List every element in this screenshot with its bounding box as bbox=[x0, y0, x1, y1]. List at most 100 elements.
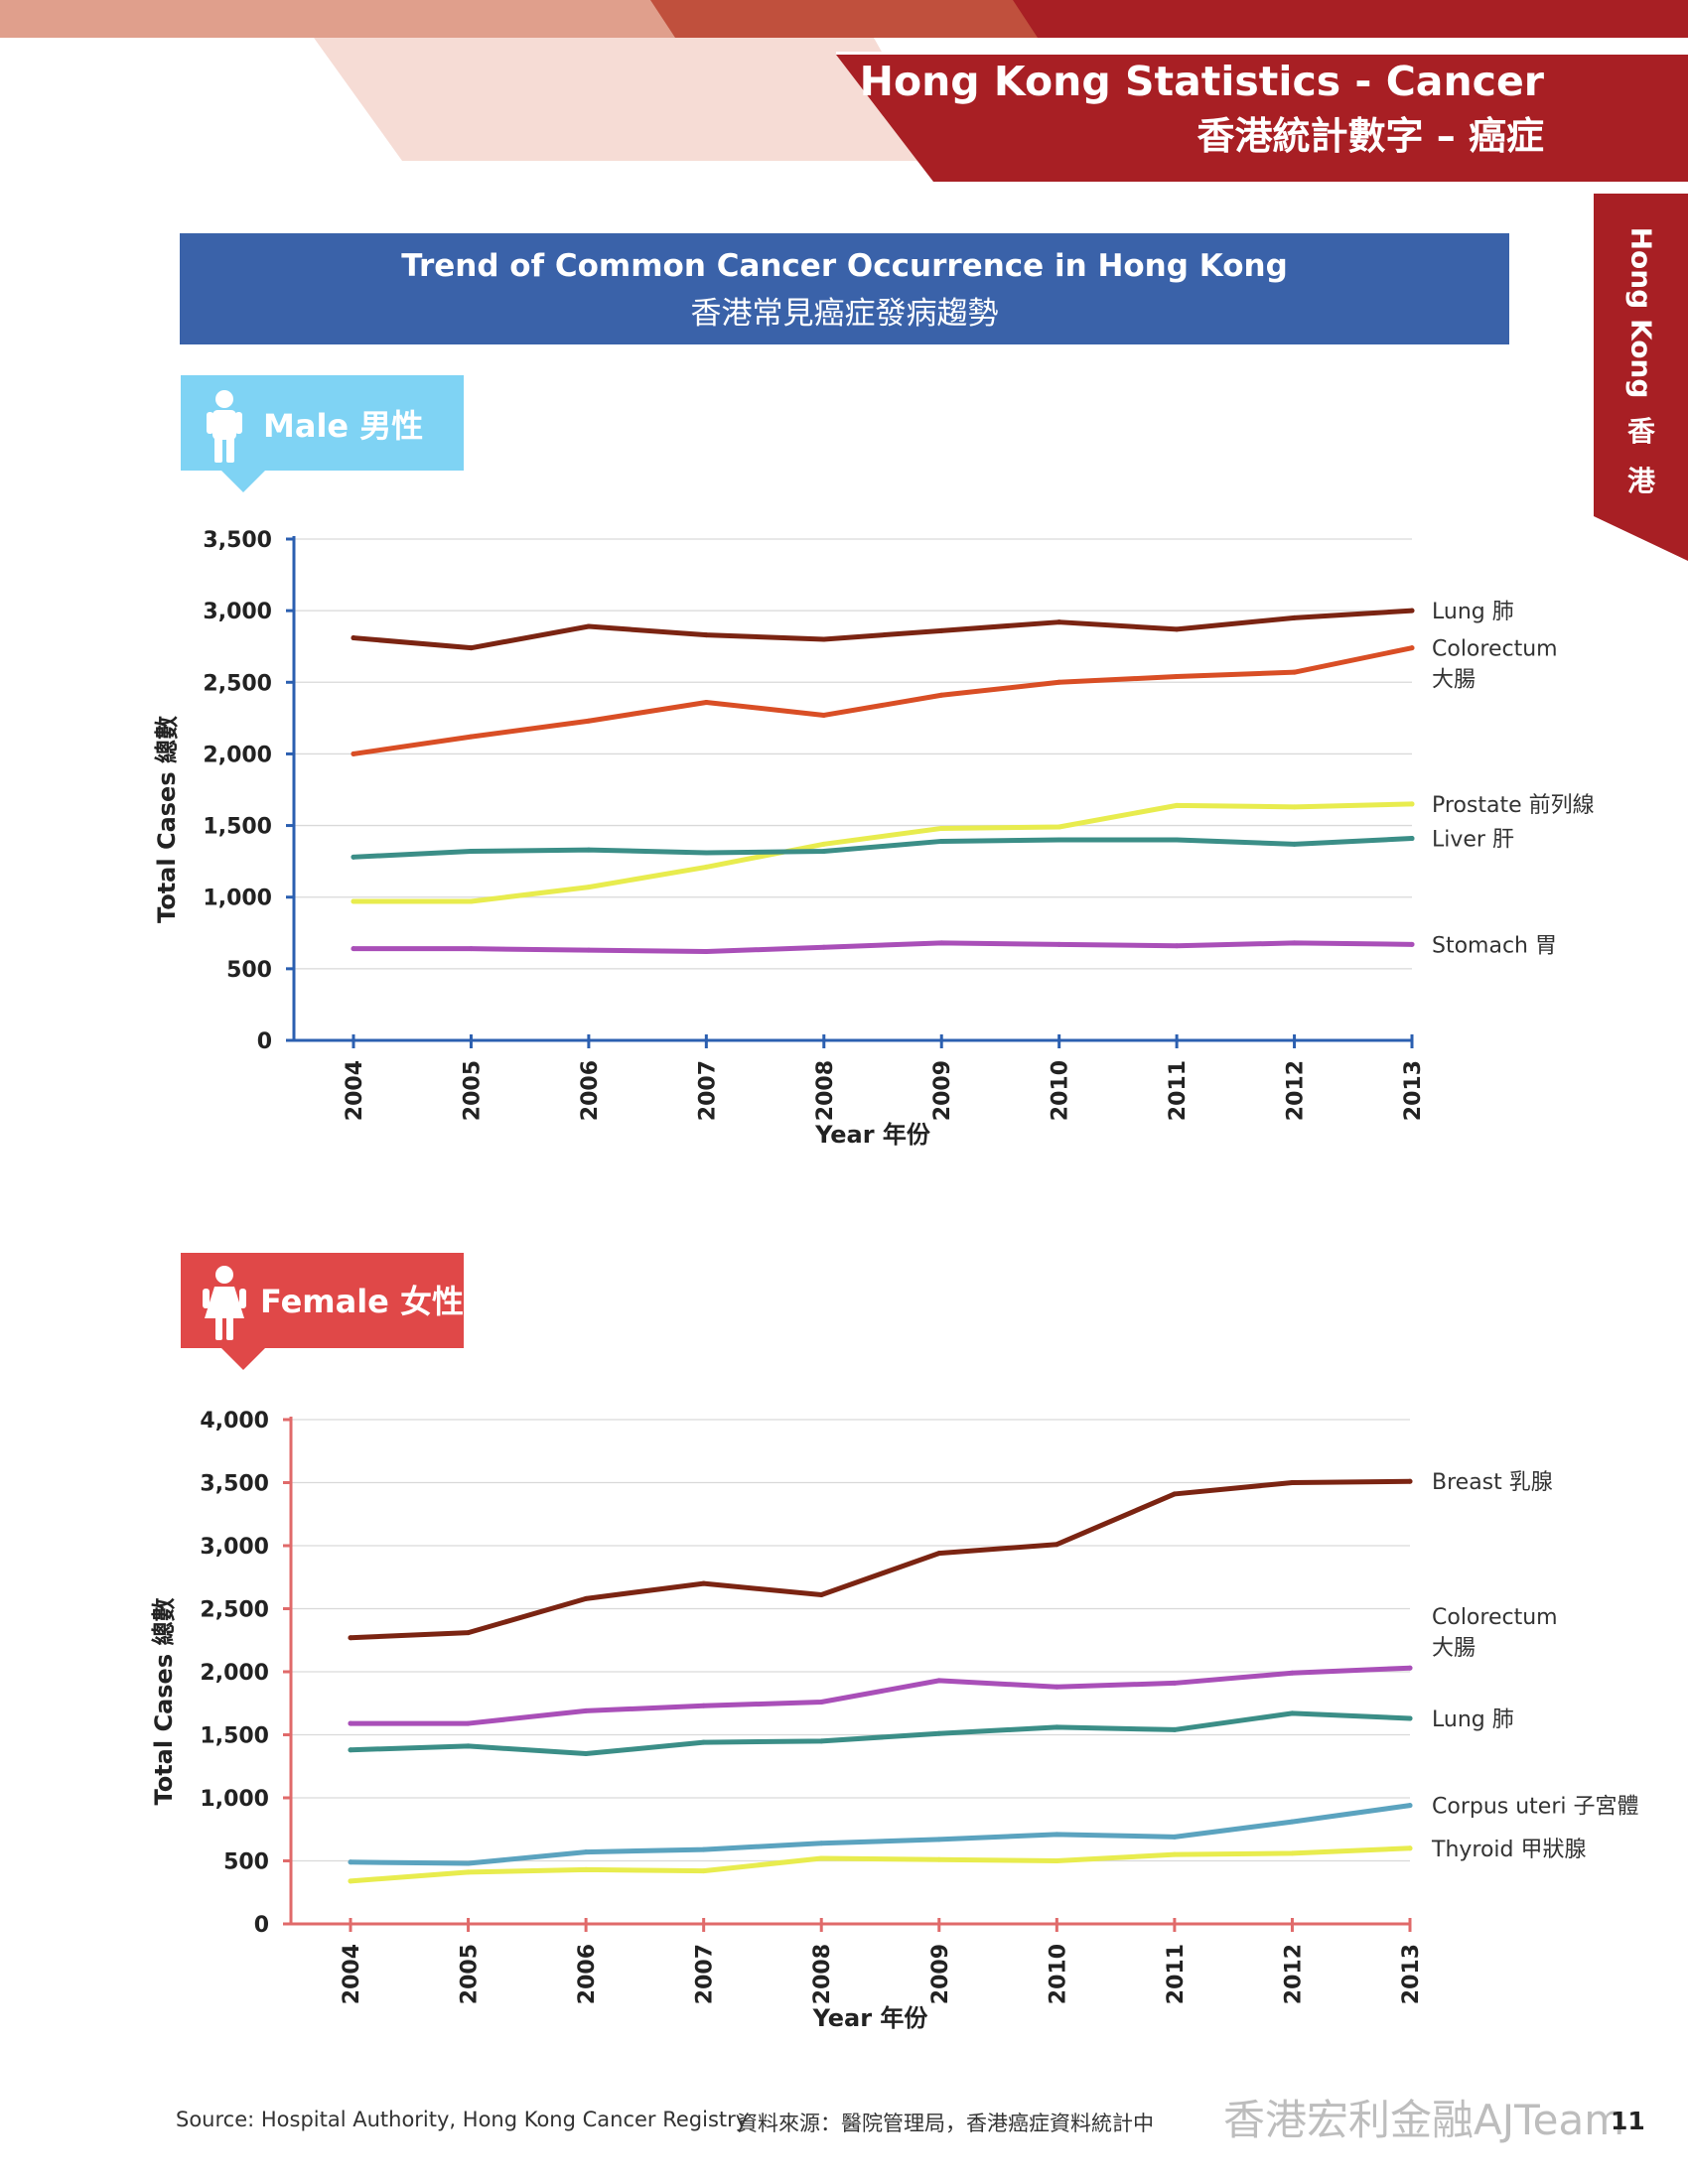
female-data-point bbox=[1054, 1858, 1059, 1863]
x-tick-label: 2012 bbox=[1281, 1944, 1306, 2004]
banner-title-en: Trend of Common Cancer Occurrence in Hon… bbox=[401, 248, 1288, 284]
female-data-point bbox=[1172, 1851, 1178, 1857]
x-tick-label: 2006 bbox=[578, 1060, 603, 1121]
male-person-icon bbox=[207, 390, 242, 463]
footer-source-zh: 資料來源：醫院管理局，香港癌症資料統計中 bbox=[737, 2112, 1154, 2135]
female-data-point bbox=[936, 1730, 942, 1736]
male-data-point bbox=[703, 699, 709, 705]
male-data-point bbox=[468, 645, 474, 651]
x-tick-label: 2004 bbox=[340, 1944, 364, 2004]
footer-source-en: Source: Hospital Authority, Hong Kong Ca… bbox=[176, 2108, 749, 2131]
male-series-line-4 bbox=[351, 940, 1415, 955]
male-data-point bbox=[1409, 645, 1415, 651]
male-data-point bbox=[1174, 943, 1180, 949]
female-data-point bbox=[1289, 1670, 1295, 1676]
male-tag bbox=[181, 375, 464, 492]
female-data-point bbox=[936, 1837, 942, 1843]
y-tick-label: 1,500 bbox=[200, 1724, 269, 1749]
male-series-label: Prostate 前列線 bbox=[1432, 793, 1595, 818]
side-tab-label: Hong Kong 香 港 bbox=[1597, 226, 1686, 526]
male-data-point bbox=[821, 712, 827, 718]
header-stripe-mid bbox=[650, 0, 1057, 38]
female-data-point bbox=[1407, 1715, 1413, 1721]
female-series-line-0 bbox=[348, 1478, 1413, 1641]
female-data-point bbox=[701, 1739, 707, 1745]
male-tag-label: Male 男性 bbox=[263, 407, 424, 445]
female-data-point bbox=[1289, 1480, 1295, 1485]
female-data-point bbox=[583, 1595, 589, 1601]
male-tag-shape bbox=[181, 375, 464, 492]
female-data-point bbox=[1407, 1803, 1413, 1809]
female-data-point bbox=[701, 1580, 707, 1586]
female-series-line-2 bbox=[348, 1710, 1413, 1757]
female-data-point bbox=[348, 1635, 353, 1641]
female-data-point bbox=[1054, 1542, 1059, 1548]
male-data-point bbox=[1174, 802, 1180, 808]
x-tick-label: 2007 bbox=[695, 1060, 720, 1121]
male-series-label: Colorectum 大腸 bbox=[1432, 637, 1558, 693]
male-data-point bbox=[351, 751, 356, 756]
header-title-zh: 香港統計數字 – 癌症 bbox=[1196, 114, 1544, 158]
female-data-point bbox=[1054, 1832, 1059, 1838]
male-data-point bbox=[703, 949, 709, 955]
male-data-point bbox=[1056, 824, 1062, 830]
female-data-point bbox=[701, 1846, 707, 1852]
female-data-point bbox=[1289, 1710, 1295, 1716]
male-data-point bbox=[938, 838, 944, 844]
male-data-point bbox=[351, 898, 356, 904]
female-data-point bbox=[1407, 1478, 1413, 1484]
female-data-point bbox=[936, 1856, 942, 1862]
male-data-point bbox=[1409, 608, 1415, 614]
page-number: 11 bbox=[1611, 2107, 1645, 2135]
x-tick-label: 2008 bbox=[810, 1944, 835, 2004]
male-data-point bbox=[1056, 837, 1062, 843]
female-series-line-1 bbox=[348, 1665, 1413, 1726]
y-axis-title: Total Cases 總數 bbox=[150, 1598, 178, 1806]
y-tick-label: 500 bbox=[226, 958, 272, 983]
female-data-point bbox=[1407, 1845, 1413, 1851]
y-tick-label: 3,000 bbox=[200, 1535, 269, 1560]
male-data-point bbox=[703, 864, 709, 870]
female-tag bbox=[181, 1253, 464, 1370]
male-data-point bbox=[1056, 941, 1062, 947]
x-tick-label: 2013 bbox=[1399, 1944, 1424, 2004]
female-data-point bbox=[1172, 1834, 1178, 1840]
male-data-point bbox=[1292, 841, 1298, 847]
female-data-point bbox=[348, 1859, 353, 1865]
male-series-label: Liver 肝 bbox=[1432, 828, 1514, 853]
male-data-point bbox=[351, 946, 356, 952]
male-series-line-1 bbox=[351, 645, 1415, 756]
female-series-label: Lung 肺 bbox=[1432, 1707, 1514, 1732]
male-data-point bbox=[1056, 679, 1062, 685]
x-tick-label: 2005 bbox=[458, 1944, 483, 2004]
female-series-label: Breast 乳腺 bbox=[1432, 1470, 1553, 1495]
side-tab-line1: Hong Kong bbox=[1624, 226, 1658, 399]
x-tick-label: 2013 bbox=[1401, 1060, 1426, 1121]
x-tick-label: 2010 bbox=[1049, 1060, 1073, 1121]
y-tick-label: 0 bbox=[257, 1029, 272, 1054]
female-data-point bbox=[1172, 1680, 1178, 1686]
female-tag-label: Female 女性 bbox=[260, 1283, 465, 1320]
male-data-point bbox=[1409, 836, 1415, 842]
female-data-point bbox=[701, 1703, 707, 1708]
male-data-point bbox=[938, 825, 944, 831]
female-series-label: Corpus uteri 子宮體 bbox=[1432, 1795, 1639, 1820]
y-tick-label: 2,000 bbox=[203, 743, 272, 767]
side-tab bbox=[1594, 194, 1688, 561]
male-series-label: Lung 肺 bbox=[1432, 600, 1514, 624]
side-tab-line3: 港 bbox=[1626, 465, 1655, 497]
female-data-point bbox=[348, 1747, 353, 1753]
x-tick-label: 2006 bbox=[575, 1944, 600, 2004]
x-axis-title: Year 年份 bbox=[812, 2004, 929, 2032]
female-data-point bbox=[1172, 1491, 1178, 1497]
male-data-point bbox=[586, 847, 592, 853]
female-data-point bbox=[466, 1860, 472, 1866]
watermark: 香港宏利金融AJTeam bbox=[1223, 2096, 1625, 2144]
male-data-point bbox=[938, 692, 944, 698]
male-data-point bbox=[351, 635, 356, 641]
y-axis-title: Total Cases 總數 bbox=[153, 716, 181, 923]
x-tick-label: 2005 bbox=[460, 1060, 485, 1121]
male-data-point bbox=[821, 849, 827, 855]
x-tick-label: 2010 bbox=[1046, 1944, 1070, 2004]
female-tag-shape bbox=[181, 1253, 464, 1370]
